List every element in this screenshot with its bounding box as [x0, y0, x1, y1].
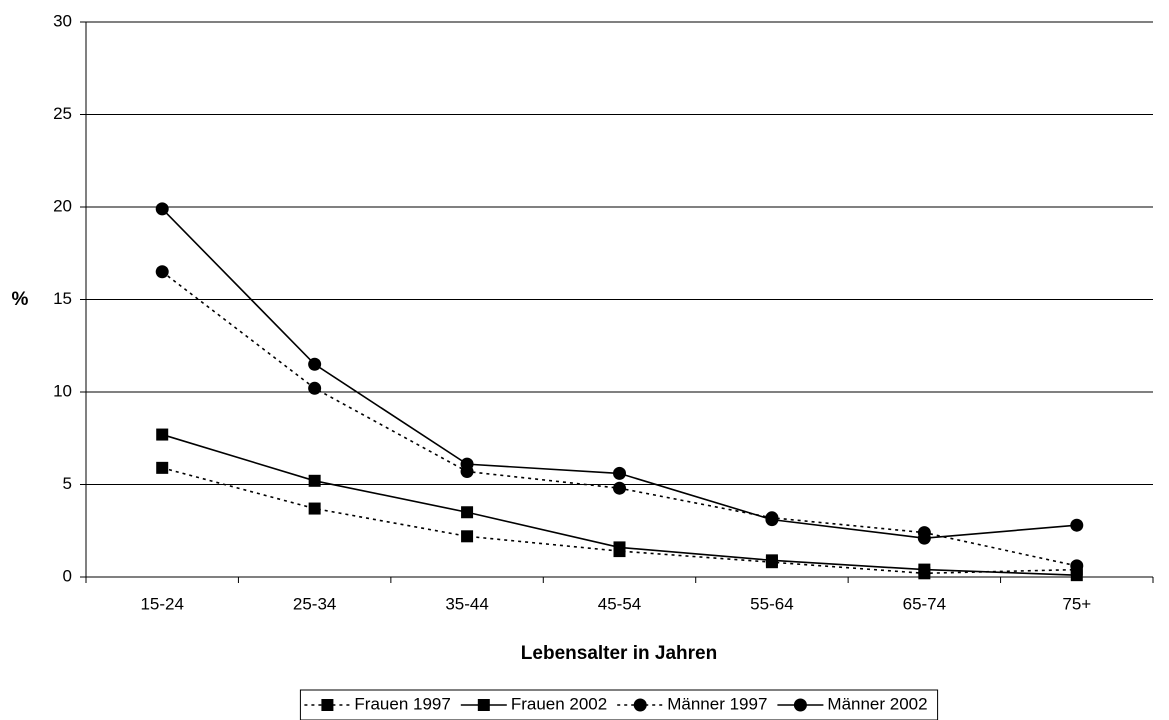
x-tick-label: 45-54 [598, 594, 641, 613]
legend-label: Frauen 1997 [354, 694, 450, 713]
marker [155, 265, 169, 279]
marker [793, 698, 807, 712]
y-tick-label: 10 [53, 381, 72, 400]
marker [156, 428, 169, 441]
x-axis-label: Lebensalter in Jahren [521, 643, 717, 664]
marker [477, 699, 490, 711]
marker [461, 530, 474, 543]
x-tick-label: 55-64 [750, 594, 793, 613]
marker [156, 461, 169, 474]
marker [308, 357, 322, 371]
y-tick-label: 15 [53, 289, 72, 308]
legend-label: Männer 1997 [667, 694, 767, 713]
marker [765, 513, 779, 527]
x-tick-label: 25-34 [293, 594, 336, 613]
marker [321, 699, 334, 711]
marker [613, 481, 626, 495]
x-tick-label: 65-74 [903, 594, 946, 613]
legend-label: Männer 2002 [827, 694, 927, 713]
marker [918, 563, 931, 576]
marker [1070, 569, 1083, 582]
x-tick-label: 35-44 [445, 594, 488, 613]
marker [765, 554, 778, 567]
marker [308, 381, 322, 395]
marker [613, 466, 626, 480]
marker [613, 541, 626, 554]
marker [633, 698, 647, 712]
y-axis-label: % [12, 289, 29, 310]
marker [308, 502, 321, 515]
x-tick-label: 75+ [1062, 594, 1091, 613]
marker [308, 474, 321, 487]
marker [1070, 559, 1084, 573]
y-tick-label: 5 [63, 474, 72, 493]
y-tick-label: 20 [53, 196, 72, 215]
marker [461, 506, 474, 519]
marker [155, 202, 169, 216]
y-tick-label: 30 [53, 11, 72, 30]
marker [917, 531, 931, 545]
y-tick-label: 0 [63, 566, 72, 585]
series-line [161, 271, 1077, 567]
marker [460, 457, 474, 471]
x-tick-label: 15-24 [140, 594, 183, 613]
marker [1070, 518, 1084, 532]
legend-label: Frauen 2002 [511, 694, 607, 713]
y-tick-label: 25 [53, 104, 72, 123]
